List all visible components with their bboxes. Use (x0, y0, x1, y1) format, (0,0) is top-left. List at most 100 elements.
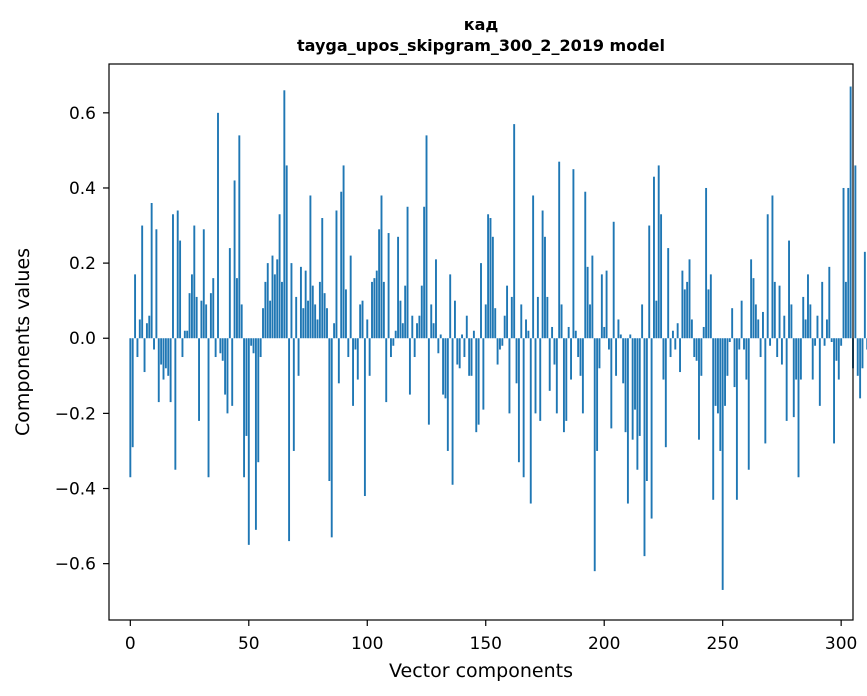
bar-component-85 (330, 338, 333, 538)
bar-component-67 (288, 338, 291, 542)
x-tick-label: 50 (238, 634, 260, 654)
bar-component-31 (202, 229, 205, 339)
bar-component-151 (487, 214, 490, 339)
bar-component-180 (555, 338, 558, 414)
bar-component-109 (387, 233, 390, 339)
bar-component-49 (245, 338, 248, 436)
bar-component-282 (797, 338, 800, 478)
bar-component-241 (700, 338, 703, 376)
bar-component-178 (551, 326, 554, 339)
bar-component-133 (444, 338, 447, 399)
bar-component-39 (221, 338, 224, 361)
y-tick-label: 0.0 (69, 329, 96, 349)
bar-component-108 (385, 338, 388, 403)
y-tick-label: −0.6 (55, 555, 96, 575)
bar-component-189 (577, 338, 580, 358)
bar-component-218 (645, 338, 648, 481)
bar-component-192 (584, 191, 587, 339)
bar-component-134 (446, 338, 449, 451)
x-axis-ticks: 0 50 100 150 200 250 300 (125, 620, 857, 654)
bar-component-150 (484, 304, 487, 339)
bar-component-298 (835, 338, 838, 361)
bar-component-173 (539, 338, 542, 421)
bar-component-131 (439, 334, 442, 339)
bar-component-92 (347, 338, 350, 358)
bar-component-226 (664, 338, 667, 448)
bar-component-122 (418, 315, 421, 339)
bar-component-175 (544, 236, 546, 339)
bar-component-144 (470, 338, 473, 376)
y-axis-ticks: −0.6 −0.4 −0.2 0.0 0.2 0.4 0.6 (55, 104, 109, 575)
bar-component-115 (401, 323, 404, 339)
bar-component-6 (143, 338, 146, 373)
bar-component-220 (650, 338, 653, 519)
bar-component-119 (411, 315, 414, 339)
bar-component-43 (231, 338, 234, 406)
bar-component-35 (212, 278, 215, 339)
bar-component-125 (425, 135, 428, 339)
bar-component-7 (145, 323, 148, 339)
bar-component-64 (281, 281, 283, 339)
bar-component-27 (193, 225, 196, 339)
bar-component-14 (162, 338, 165, 380)
bar-component-191 (581, 338, 584, 414)
bar-component-202 (608, 338, 610, 350)
bar-component-22 (181, 338, 184, 358)
bar-component-83 (326, 308, 328, 339)
bar-component-0 (129, 338, 132, 478)
bar-component-171 (534, 338, 537, 414)
bar-component-234 (683, 289, 686, 339)
bar-component-123 (420, 285, 423, 339)
bar-component-113 (397, 236, 400, 339)
y-tick-label: 0.2 (69, 254, 96, 274)
bar-component-247 (714, 338, 717, 406)
bar-component-132 (442, 338, 445, 395)
chart-title: кад (464, 15, 499, 34)
bar-component-265 (757, 319, 760, 339)
bar-component-12 (157, 338, 160, 403)
bar-component-264 (754, 304, 757, 339)
bar-component-299 (837, 338, 840, 380)
bar-component-183 (562, 338, 565, 433)
bar-component-148 (480, 263, 482, 339)
bar-component-285 (804, 319, 807, 339)
bar-component-286 (807, 274, 809, 339)
bar-component-68 (290, 263, 293, 339)
bar-component-17 (169, 338, 172, 403)
bar-component-163 (515, 338, 518, 384)
bar-component-244 (707, 289, 710, 339)
bar-component-95 (354, 338, 357, 350)
bar-component-102 (371, 281, 373, 339)
bar-component-38 (219, 338, 222, 354)
bar-component-277 (785, 338, 788, 421)
bar-component-160 (508, 338, 511, 414)
bar-component-231 (676, 323, 679, 339)
bar-component-69 (292, 338, 295, 451)
bar-component-4 (138, 319, 141, 339)
bar-component-46 (238, 135, 241, 339)
bar-component-276 (783, 315, 786, 339)
bar-component-275 (780, 338, 783, 365)
bar-component-98 (361, 300, 364, 339)
bar-component-97 (359, 304, 362, 339)
bar-component-253 (728, 338, 731, 342)
bars-group (129, 86, 867, 590)
bar-component-2 (134, 274, 137, 339)
bar-component-81 (321, 218, 324, 339)
plot-frame (108, 63, 854, 621)
bar-component-59 (269, 300, 272, 339)
bar-component-284 (802, 296, 805, 339)
bar-component-139 (458, 338, 461, 369)
bar-component-142 (465, 315, 468, 339)
bar-component-89 (340, 191, 343, 339)
bar-component-230 (674, 338, 677, 350)
bar-component-90 (342, 165, 345, 339)
bar-component-308 (859, 338, 862, 399)
bar-component-212 (631, 338, 634, 440)
bar-component-291 (818, 338, 821, 406)
bar-component-21 (179, 240, 182, 339)
bar-component-235 (686, 281, 689, 339)
bar-component-257 (738, 338, 741, 350)
bar-component-288 (811, 338, 814, 380)
bar-component-162 (513, 124, 516, 339)
